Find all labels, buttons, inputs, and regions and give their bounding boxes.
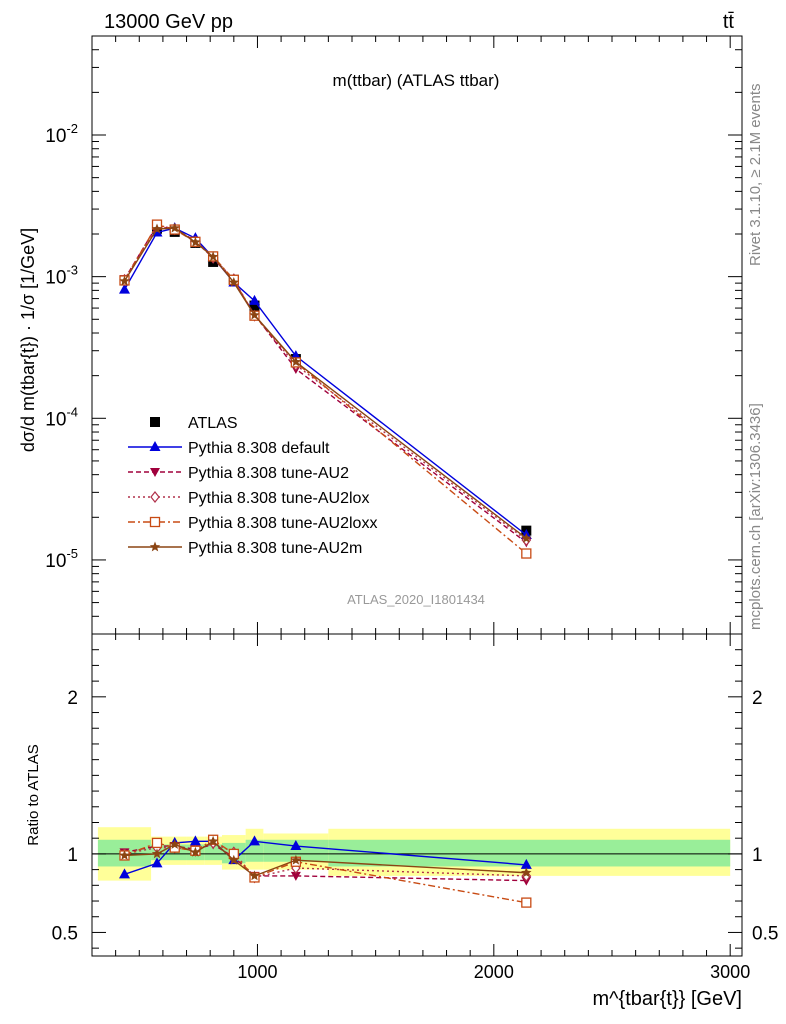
- legend-label: Pythia 8.308 tune-AU2loxx: [188, 515, 377, 532]
- ratio-y-tick-label-right: 2: [752, 688, 763, 709]
- data-point: [207, 251, 219, 262]
- legend-entry: Pythia 8.308 tune-AU2: [128, 465, 349, 482]
- ratio-point: [290, 854, 302, 865]
- y-tick-label: 10-3: [45, 263, 78, 289]
- legend-marker: [150, 468, 160, 477]
- ratio-y-tick-label: 1: [67, 845, 78, 866]
- mcplots-label: mcplots.cern.ch [arXiv:1306.3436]: [747, 403, 764, 630]
- ratio-y-tick-label: 2: [67, 688, 78, 709]
- ratio-y-tick-label: 0.5: [52, 923, 78, 944]
- ratio-ylabel: Ratio to ATLAS: [25, 744, 42, 845]
- legend-marker: [150, 417, 160, 427]
- ratio-point: [151, 837, 163, 849]
- data-point: [521, 532, 532, 543]
- ratio-point: [228, 854, 239, 865]
- data-point: [249, 300, 260, 311]
- legend-label: Pythia 8.308 tune-AU2m: [188, 540, 362, 557]
- ratio-point: [249, 835, 260, 846]
- x-axis-label: m^{tbar{t}} [GeV]: [593, 988, 742, 1010]
- x-tick-label: 1000: [237, 962, 277, 982]
- ratio-point: [207, 835, 219, 846]
- legend-label: ATLAS: [188, 415, 238, 432]
- main-title: m(ttbar) (ATLAS ttbar): [333, 71, 500, 90]
- data-point: [169, 222, 180, 233]
- legend-entry: ATLAS: [150, 415, 238, 432]
- ratio-point: [119, 868, 130, 879]
- legend-label: Pythia 8.308 tune-AU2lox: [188, 490, 369, 507]
- data-point: [119, 275, 130, 286]
- legend-marker: [150, 491, 160, 503]
- ratio-point: [290, 871, 301, 881]
- data-point: [151, 223, 163, 234]
- legend-marker: [149, 516, 161, 528]
- header-right: tt̄: [723, 11, 735, 33]
- ratio-point: [169, 839, 180, 849]
- ratio-series-4: [119, 835, 532, 881]
- header-left: 13000 GeV pp: [104, 11, 233, 33]
- data-point: [249, 294, 260, 305]
- data-point: [521, 548, 532, 559]
- legend-entry: Pythia 8.308 tune-AU2lox: [128, 490, 369, 507]
- ratio-point: [290, 840, 302, 851]
- band-green: [263, 839, 329, 862]
- ratio-point: [119, 850, 130, 860]
- ratio-point: [151, 857, 163, 868]
- x-tick-label: 2000: [474, 962, 514, 982]
- data-point: [119, 283, 130, 294]
- band-green: [328, 839, 731, 867]
- legend: ATLAS Pythia 8.308 default Pythia 8.308 tu…: [128, 415, 377, 557]
- data-point: [249, 309, 260, 320]
- ratio-point: [520, 858, 532, 869]
- band-green: [204, 844, 222, 861]
- ratio-point: [190, 846, 201, 857]
- ratio-y-tick-label-right: 1: [752, 845, 763, 866]
- main-ylabel: dσ/d m(tbar{t}) · 1/σ [1/GeV]: [18, 228, 38, 452]
- legend-entry: Pythia 8.308 tune-AU2loxx: [128, 515, 377, 532]
- legend-label: Pythia 8.308 default: [188, 440, 330, 457]
- ratio-panel-frame: [91, 633, 743, 957]
- data-point: [228, 277, 239, 287]
- y-tick-label: 10-5: [45, 546, 78, 572]
- ratio-point: [189, 835, 201, 846]
- ratio-point: [521, 867, 532, 878]
- y-tick-label: 10-2: [45, 121, 78, 147]
- data-series: [119, 219, 532, 908]
- main-series-5: [119, 222, 532, 543]
- rivet-label: Rivet 3.1.10, ≥ 2.1M events: [747, 84, 764, 267]
- legend-marker: [149, 441, 161, 451]
- data-point: [290, 356, 302, 367]
- ratio-point: [249, 870, 260, 881]
- ratio-y-tick-label-right: 0.5: [752, 923, 778, 944]
- ratio-point: [151, 848, 163, 859]
- legend-label: Pythia 8.308 tune-AU2: [188, 465, 349, 482]
- y-tick-label: 10-4: [45, 404, 78, 430]
- watermark: ATLAS_2020_I1801434: [347, 592, 485, 607]
- x-tick-label: 3000: [710, 962, 750, 982]
- legend-entry: Pythia 8.308 default: [128, 440, 330, 457]
- series-line: [123, 227, 527, 536]
- legend-marker: [149, 541, 161, 552]
- data-point: [190, 236, 201, 247]
- ratio-point: [521, 897, 532, 908]
- main-series-4: [119, 219, 532, 559]
- legend-entry: Pythia 8.308 tune-AU2m: [128, 540, 362, 557]
- axes: 1000 2000 3000 10-5 10-4 10-3 10-2 0.5 0.5 1 1 2 2: [45, 35, 778, 982]
